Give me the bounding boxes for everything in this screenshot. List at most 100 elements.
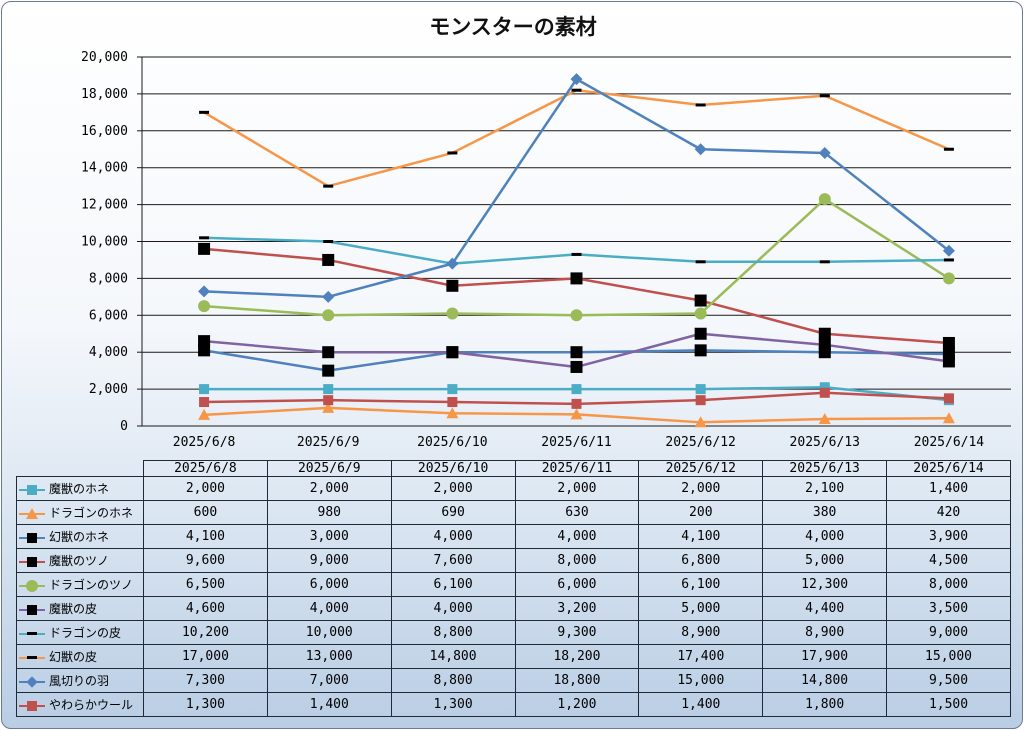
legend-entry: ドラゴンの皮 [16,620,144,645]
data-point [322,401,335,413]
table-cell: 1,400 [886,476,1011,501]
data-point [694,294,707,307]
y-tick-label: 20,000 [81,50,128,65]
data-point [818,412,831,424]
table-cell: 17,400 [638,644,764,669]
data-point [819,94,830,98]
data-point [198,285,211,298]
y-tick-label: 14,000 [81,161,128,176]
series-10 [199,387,954,409]
table-cell: 420 [886,500,1011,525]
legend-key-icon [19,532,45,544]
data-point [322,253,335,266]
data-point [943,147,954,151]
series-line [203,197,950,317]
data-point [694,344,707,357]
series-9 [198,73,955,303]
data-point [322,346,335,359]
data-point [570,408,583,420]
table-cell: 6,800 [638,548,764,573]
table-row: 魔獣のホネ 2,000 2,000 2,000 2,000 2,000 2,100 1,400 [16,476,1011,501]
table-cell: 1,500 [886,692,1011,717]
x-tick-label: 2025/6/9 [297,435,360,450]
table-row: 幻獣の皮 17,000 13,000 14,800 18,200 17,400 17,900… [16,644,1011,669]
y-tick-label: 12,000 [81,198,128,213]
data-point [818,327,831,340]
legend-key-icon [19,628,45,640]
data-point [818,338,831,351]
data-point [943,258,954,262]
y-tick-label: 2,000 [89,382,128,397]
data-point [943,393,954,404]
table-cell: 2,000 [638,476,764,501]
table-cell: 2,100 [762,476,888,501]
table-cell: 4,000 [390,524,516,549]
data-point [199,110,210,114]
table-header-row: 2025/6/8 2025/6/9 2025/6/10 2025/6/11 2025/6… [16,460,1011,477]
table-cell: 980 [266,500,392,525]
legend-entry: 風切りの羽 [16,668,144,693]
x-tick-label: 2025/6/13 [790,435,860,450]
table-cell: 6,100 [390,572,516,597]
legend-label: ドラゴンのツノ [49,578,134,592]
data-point [571,88,582,92]
data-point [447,397,458,408]
table-cell: 4,000 [762,524,888,549]
table-row: 風切りの羽 7,300 7,000 8,800 18,800 15,000 14,800 9,… [16,668,1011,693]
legend-entry: 魔獣の皮 [16,596,144,621]
legend-label: 魔獣のツノ [49,554,110,568]
table-cell: 2,000 [143,476,268,501]
data-point [694,327,707,340]
data-point [818,193,831,206]
data-point [819,387,830,398]
legend-label: 幻獣の皮 [49,650,98,664]
table-column-header: 2025/6/11 [514,460,640,477]
legend-label: 幻獣のホネ [49,530,110,544]
data-point [446,407,459,419]
data-point [322,309,335,322]
legend-label: 魔獣のホネ [49,482,110,496]
y-tick-label: 16,000 [81,124,128,139]
table-cell: 1,300 [143,692,268,717]
data-table: 2025/6/8 2025/6/9 2025/6/10 2025/6/11 2025/6… [16,460,1011,717]
data-point [570,309,583,322]
table-cell: 8,800 [390,668,516,693]
table-cell: 4,600 [143,596,268,621]
table-cell: 1,200 [514,692,640,717]
legend-entry: ドラゴンのホネ [16,500,144,525]
table-cell: 8,800 [390,620,516,645]
table-cell: 4,500 [886,548,1011,573]
legend-entry: 魔獣のツノ [16,548,144,573]
data-point [695,260,706,264]
table-cell: 2,000 [390,476,516,501]
table-cell: 9,300 [514,620,640,645]
table-cell: 1,300 [390,692,516,717]
table-cell: 6,100 [638,572,764,597]
legend-key-icon [19,556,45,568]
data-point [819,260,830,264]
table-cell: 1,800 [762,692,888,717]
series-4 [198,242,955,349]
axes: 0 2,000 4,000 6,000 8,000 10,000 12,000 14,000 1… [81,50,1011,450]
table-cell: 1,400 [638,692,764,717]
x-tick-label: 2025/6/12 [665,435,735,450]
table-cell: 17,000 [143,644,268,669]
data-point [198,335,211,348]
table-cell: 15,000 [886,644,1011,669]
table-cell: 4,000 [390,596,516,621]
data-point [942,355,955,368]
table-cell: 600 [143,500,268,525]
series-8 [199,88,954,188]
table-cell: 630 [514,500,640,525]
table-cell: 10,200 [143,620,268,645]
data-point [942,272,955,285]
table-row: 幻獣のホネ 4,100 3,000 4,000 4,000 4,100 4,000 3,900 [16,524,1011,549]
series-2 [198,401,955,428]
table-row: やわらかウール 1,300 1,400 1,300 1,200 1,400 1,800 1,5… [16,692,1011,717]
legend-label: 風切りの羽 [49,674,110,688]
table-cell: 14,800 [762,668,888,693]
data-point [570,272,583,285]
legend-entry: 幻獣の皮 [16,644,144,669]
table-cell: 8,000 [886,572,1011,597]
table-cell: 7,600 [390,548,516,573]
